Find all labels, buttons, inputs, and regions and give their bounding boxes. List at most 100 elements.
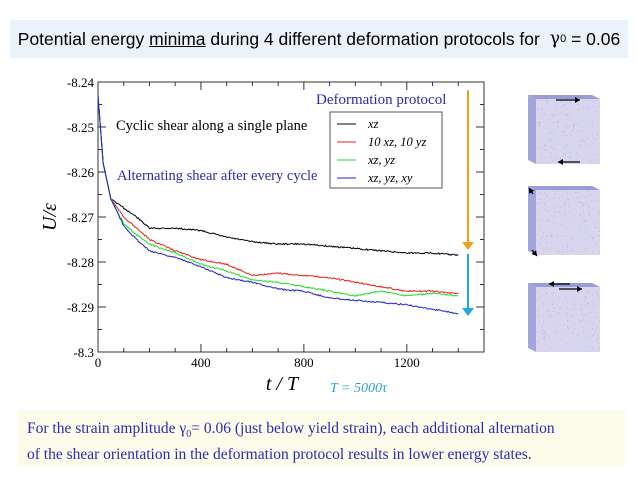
cube-speckle: [549, 199, 551, 201]
shear-arrowhead: [575, 97, 580, 103]
cube-speckle: [546, 242, 548, 244]
cube-speckle: [595, 161, 597, 163]
cube-speckle: [541, 238, 543, 240]
cube-speckle: [585, 296, 586, 298]
cube-speckle: [553, 130, 555, 132]
cube-speckle: [541, 109, 543, 111]
cube-speckle: [538, 321, 540, 323]
cube-speckle: [584, 248, 586, 250]
single-plane-annotation: Cyclic shear along a single plane: [116, 118, 307, 134]
cube-speckle: [560, 235, 562, 237]
title-emphasis: minima: [149, 28, 206, 49]
cube-speckle: [552, 293, 554, 295]
cube-speckle: [559, 206, 561, 208]
cube-speckle: [566, 301, 568, 303]
cube-speckle: [592, 251, 594, 253]
cube-speckle: [572, 217, 574, 219]
period-annotation: T = 5000τ: [330, 381, 388, 396]
cube-speckle: [536, 213, 538, 215]
cube-speckle: [566, 118, 568, 120]
cube-speckle: [578, 117, 580, 118]
cube-speckle: [597, 335, 599, 337]
cube-speckle: [591, 125, 593, 127]
cube-speckle: [563, 103, 565, 105]
cube-speckle: [586, 202, 587, 204]
cube-speckle: [566, 244, 568, 246]
cube-speckle: [544, 331, 546, 333]
cube-speckle: [563, 152, 565, 154]
cube-speckle: [537, 310, 539, 312]
cube-speckle: [544, 336, 545, 338]
cube-speckle: [539, 241, 541, 243]
cube-speckle: [536, 122, 538, 123]
cube-speckle: [580, 307, 582, 309]
cube-speckle: [584, 228, 586, 230]
cube-speckle: [584, 298, 586, 299]
cube-speckle: [556, 109, 558, 111]
sheared-cube-yz-icon: [528, 186, 600, 257]
cube-speckle: [571, 112, 573, 114]
cube-speckle: [586, 320, 588, 322]
cube-speckle: [592, 301, 593, 303]
cube-speckle: [593, 142, 595, 144]
cube-speckle: [573, 129, 574, 130]
cube-speckle: [587, 291, 589, 293]
cube-speckle: [537, 234, 539, 236]
cube-speckle: [546, 101, 548, 103]
cube-speckle: [564, 211, 566, 213]
cube-speckle: [586, 290, 588, 292]
cube-speckle: [554, 197, 555, 199]
cube-speckle: [558, 320, 560, 322]
note-text: For the strain amplitude: [27, 420, 180, 437]
cube-speckle: [543, 320, 545, 322]
cube-speckle: [557, 216, 559, 218]
cube-speckle: [539, 121, 541, 123]
cube-speckle: [570, 290, 572, 292]
orange-arrow-icon-head: [462, 242, 474, 250]
cube-speckle: [558, 311, 560, 313]
cube-speckle: [536, 219, 538, 221]
cube-speckle: [551, 231, 553, 233]
cube-speckle: [570, 157, 571, 158]
cube-speckle: [573, 160, 575, 162]
cube-speckle: [581, 139, 583, 141]
cube-speckle: [541, 100, 543, 102]
cube-speckle: [565, 162, 567, 164]
blue-arrow-icon-head: [462, 308, 474, 316]
cube-speckle: [582, 209, 584, 211]
cube-speckle: [592, 236, 594, 238]
cube-speckle: [551, 190, 553, 192]
cube-speckle: [579, 146, 581, 148]
cube-speckle: [596, 340, 598, 342]
cube-speckle: [551, 155, 552, 157]
cube-speckle: [544, 202, 546, 204]
y-tick-label: -8.28: [67, 255, 94, 270]
cube-speckle: [566, 228, 568, 230]
cube-speckle: [592, 105, 594, 107]
cube-speckle: [543, 114, 545, 116]
cube-speckle: [548, 132, 550, 134]
cube-speckle: [584, 220, 586, 222]
cube-speckle: [548, 220, 550, 221]
cube-speckle: [563, 200, 565, 202]
cube-speckle: [557, 190, 559, 192]
x-tick-label: 0: [95, 355, 102, 370]
cube-speckle: [570, 120, 572, 122]
cube-speckle: [588, 204, 589, 206]
cube-speckle: [564, 127, 566, 129]
cube-speckle: [538, 308, 539, 310]
cube-speckle: [537, 299, 538, 300]
cube-speckle: [552, 303, 554, 305]
cube-speckle: [570, 309, 572, 311]
cube-speckle: [559, 158, 561, 159]
cube-speckle: [553, 307, 555, 309]
cube-speckle: [541, 333, 542, 335]
gamma-subscript: 0: [186, 429, 192, 441]
cube-speckle: [580, 214, 581, 216]
cube-speckle: [587, 239, 589, 241]
cube-speckle: [546, 247, 548, 249]
cube-speckle: [536, 202, 538, 204]
cube-speckle: [537, 341, 539, 343]
cube-speckle: [588, 110, 590, 112]
